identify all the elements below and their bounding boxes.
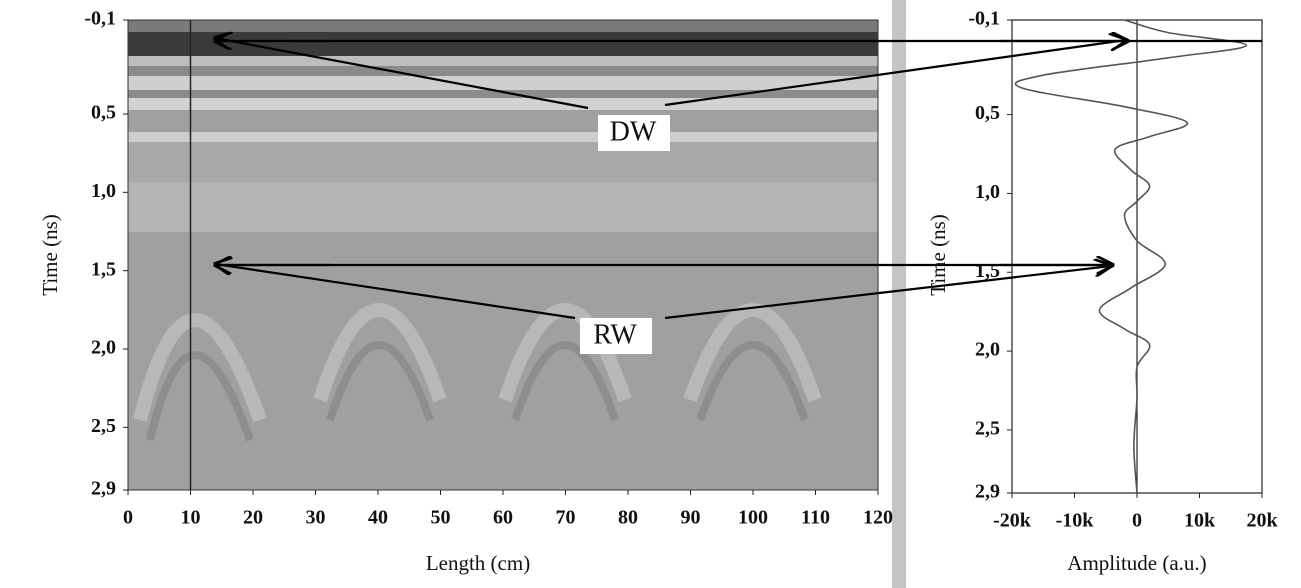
label-bg	[580, 318, 652, 354]
x-tick-label: 90	[681, 507, 701, 529]
y-tick-label: 0,5	[975, 102, 1000, 124]
y-tick-label: 2,0	[91, 337, 116, 359]
x-tick-label: 10k	[1184, 510, 1216, 532]
x-tick-label: -10k	[1056, 510, 1095, 532]
y-tick-label: -0,1	[968, 8, 1000, 30]
x-tick-label: 120	[863, 507, 893, 529]
x-tick-label: 0	[1132, 510, 1142, 532]
y-tick-label: -0,1	[84, 8, 116, 30]
x-tick-label: 20k	[1246, 510, 1278, 532]
y-tick-label: 2,5	[91, 415, 116, 437]
annotation: DW	[610, 116, 657, 147]
y-axis-label: Time (ns)	[38, 214, 62, 296]
trace-line	[1014, 19, 1248, 494]
y-tick-label: 2,5	[975, 418, 1000, 440]
y-tick-label: 0,5	[91, 102, 116, 124]
x-tick-label: 110	[801, 507, 830, 529]
x-tick-label: 80	[618, 507, 638, 529]
x-axis-label: Amplitude (a.u.)	[1067, 551, 1206, 575]
x-tick-label: -20k	[993, 510, 1032, 532]
x-tick-label: 0	[123, 507, 133, 529]
x-tick-label: 40	[368, 507, 388, 529]
x-axis-label: Length (cm)	[426, 551, 530, 575]
annotation: RW	[593, 319, 637, 350]
y-tick-label: 2,9	[975, 481, 1000, 503]
x-tick-label: 100	[738, 507, 768, 529]
x-tick-label: 60	[493, 507, 513, 529]
x-tick-label: 20	[243, 507, 263, 529]
y-axis-label: Time (ns)	[926, 214, 950, 296]
y-tick-label: 2,9	[91, 478, 116, 500]
x-tick-label: 30	[306, 507, 326, 529]
label-bg	[598, 115, 670, 151]
x-tick-label: 10	[181, 507, 201, 529]
y-tick-label: 1,0	[91, 180, 116, 202]
divider	[892, 0, 906, 588]
y-tick-label: 1,0	[975, 181, 1000, 203]
y-tick-label: 1,5	[91, 258, 116, 280]
x-tick-label: 50	[431, 507, 451, 529]
x-tick-label: 70	[556, 507, 576, 529]
arrows	[215, 38, 1262, 320]
y-tick-label: 2,0	[975, 339, 1000, 361]
